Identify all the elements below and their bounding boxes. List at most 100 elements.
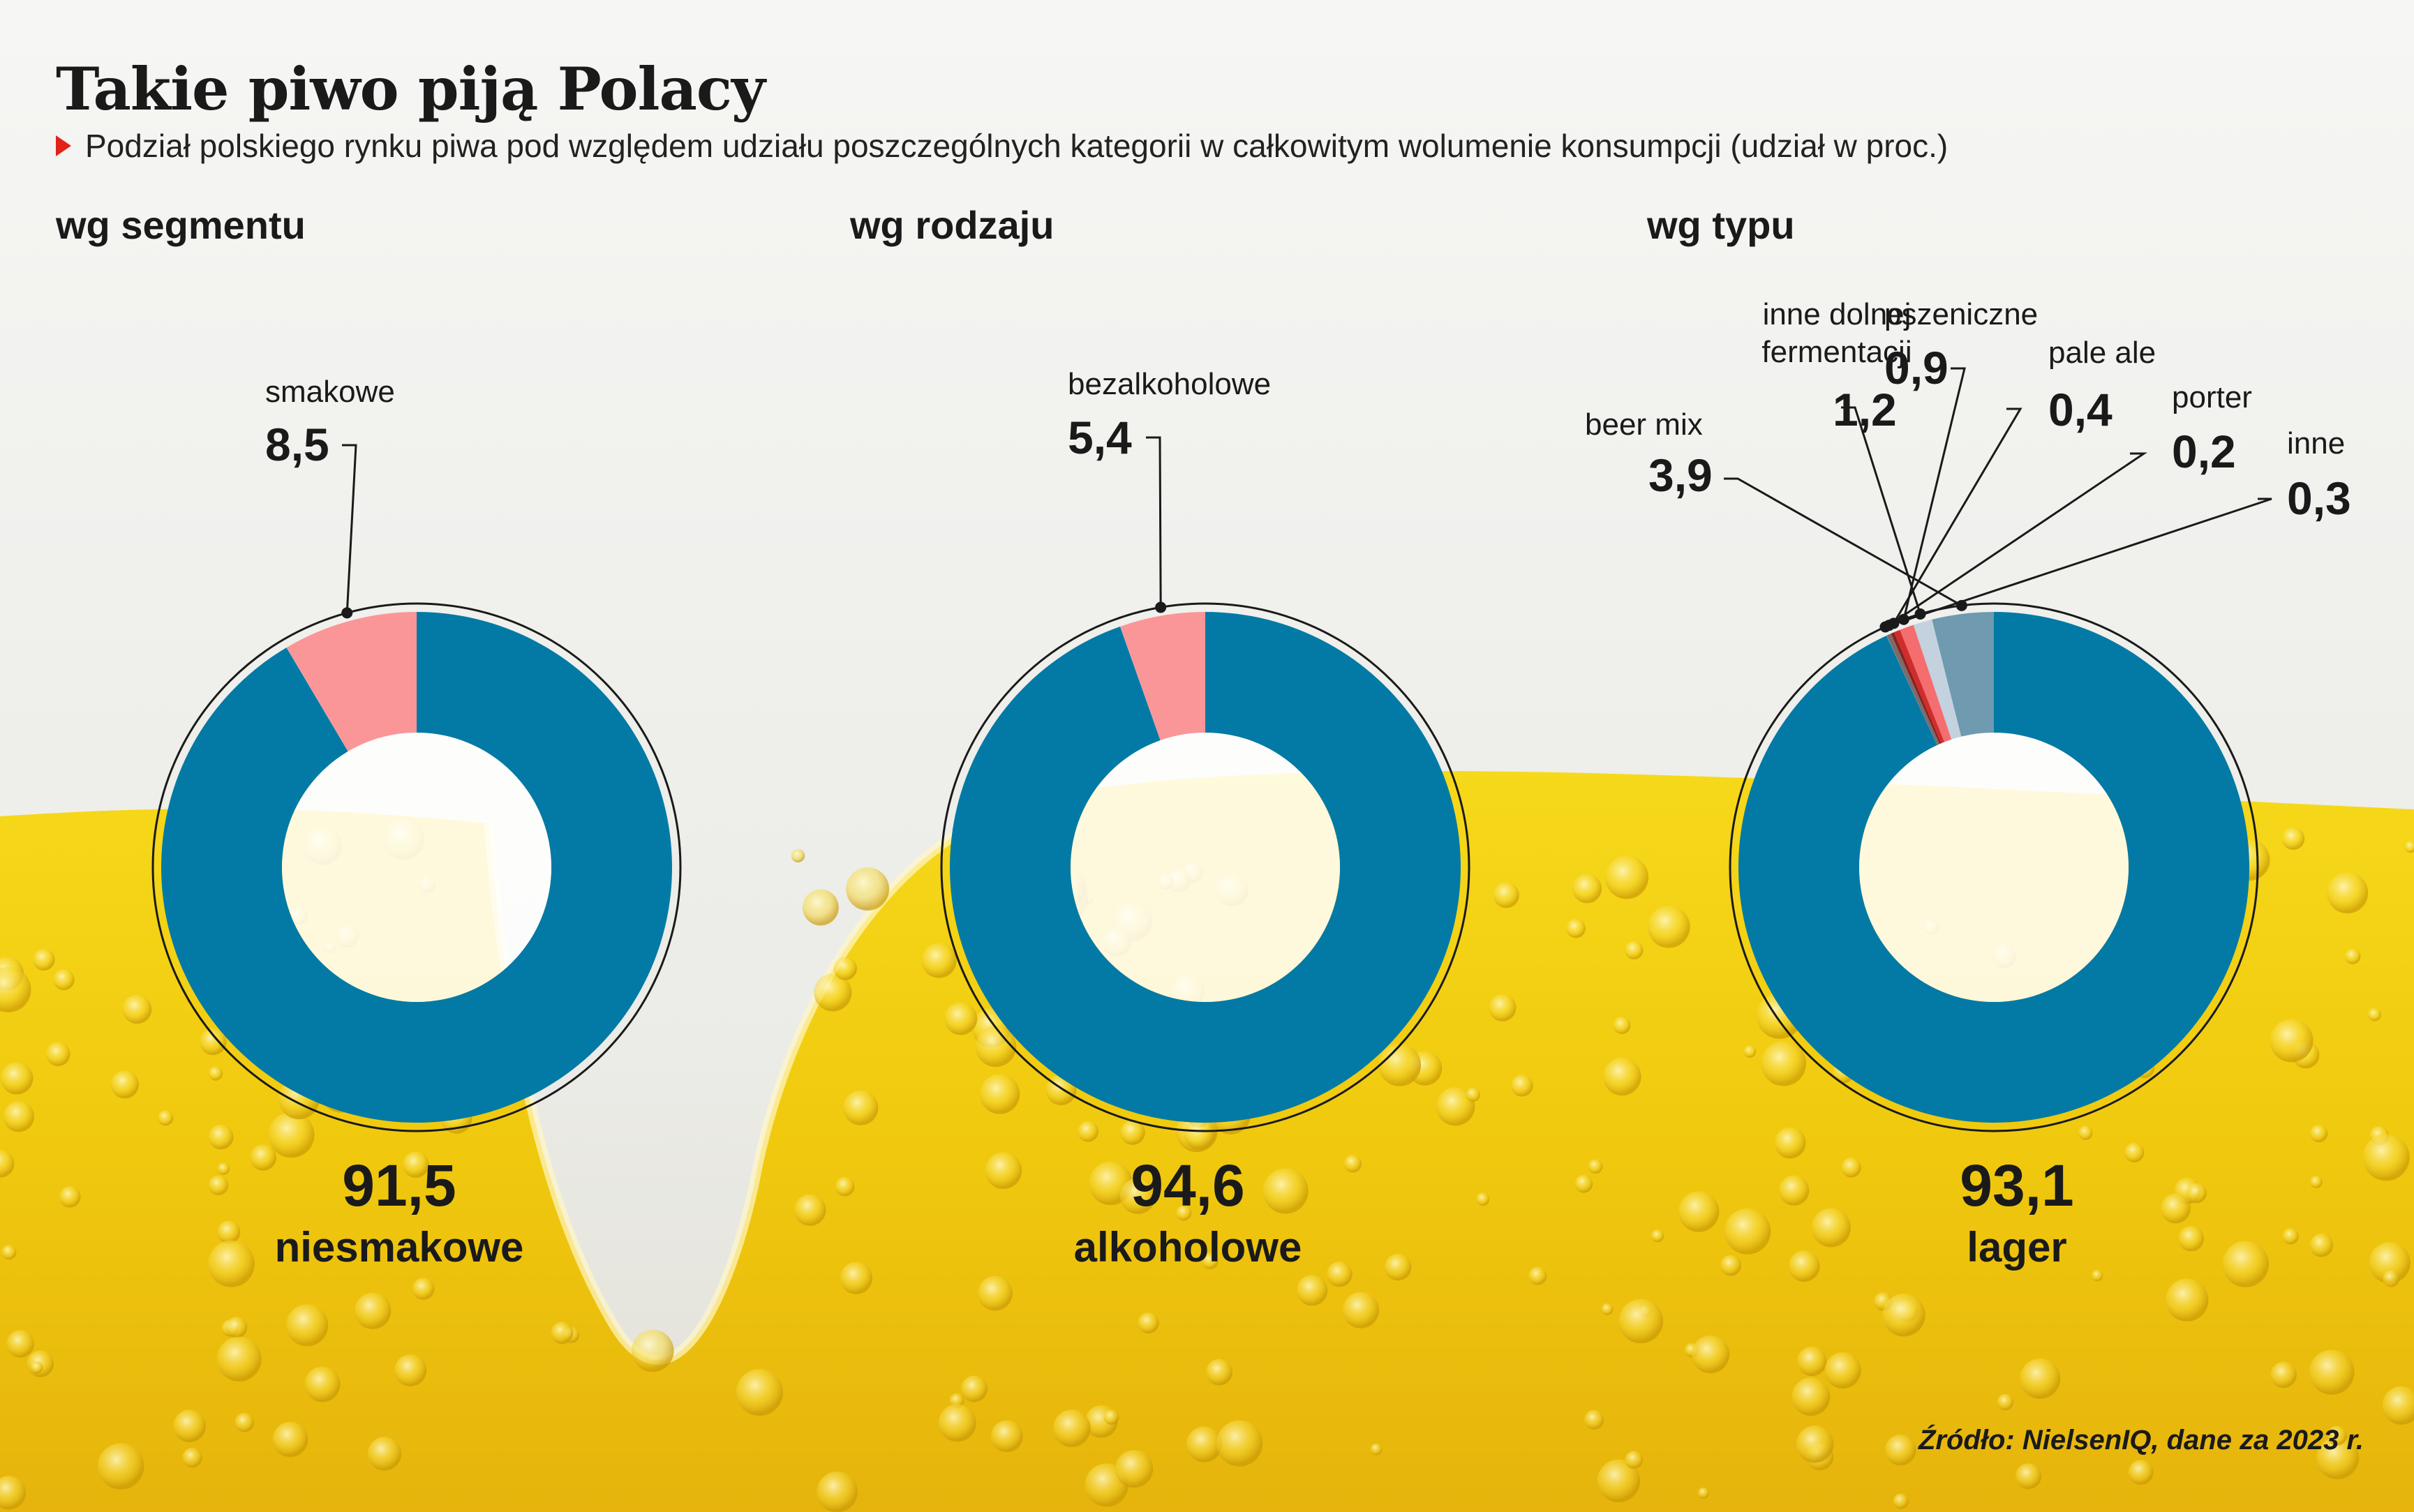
slice-name-label: porter: [2172, 380, 2252, 414]
bubble-decoration: [1774, 1127, 1806, 1159]
bubble-decoration: [975, 1026, 1017, 1068]
slice-porter: [1891, 632, 1942, 744]
main-value-label: 91,5: [342, 1153, 456, 1218]
bubble-decoration: [0, 1149, 15, 1178]
bubble-decoration: [250, 1144, 277, 1171]
bubble-decoration: [2270, 1019, 2314, 1063]
bubble-decoration: [217, 1220, 241, 1244]
bubble-decoration: [1788, 1250, 1820, 1282]
bubble-decoration: [843, 1090, 879, 1125]
bubble-decoration: [846, 867, 890, 911]
bubble-decoration: [1625, 941, 1644, 960]
slice-value-label: 8,5: [265, 419, 329, 470]
bubble-decoration: [1186, 1426, 1223, 1462]
bubble-decoration: [2316, 1437, 2360, 1480]
slice-inne-dolnej-fermentacji: [1913, 619, 1962, 740]
bubble-decoration: [1, 1062, 33, 1095]
triangle-bullet-icon: [56, 135, 71, 156]
slice-alkoholowe: [950, 612, 1461, 1123]
leader-line: [1724, 477, 1962, 607]
bubble-decoration: [1779, 1175, 1810, 1206]
slice-value-label: 0,3: [2287, 472, 2351, 524]
bubble-decoration: [835, 1176, 855, 1197]
bubble-decoration: [1206, 1358, 1232, 1386]
main-value-label: 94,6: [1131, 1153, 1245, 1218]
bubble-decoration: [2020, 1358, 2061, 1399]
bubble-decoration: [551, 1322, 574, 1345]
bubble-decoration: [98, 1443, 144, 1490]
bubble-decoration: [2345, 948, 2361, 964]
donut-outline: [940, 602, 1470, 1132]
bubble-decoration: [403, 1151, 429, 1178]
slice-pszeniczne: [1900, 624, 1952, 742]
bubble-decoration: [1597, 1459, 1641, 1503]
bubble-decoration: [200, 1028, 227, 1056]
bubble-decoration: [1796, 1425, 1834, 1463]
bubble-decoration: [173, 1409, 206, 1442]
bubble-decoration: [2186, 1183, 2207, 1204]
slice-name-label: bezalkoholowe: [1068, 367, 1271, 401]
chart-title-segment: wg segmentu: [56, 203, 306, 247]
slice-name-label: pale ale: [2048, 336, 2156, 370]
page-title: Takie piwo piją Polacy: [56, 54, 766, 123]
bubble-decoration: [1489, 994, 1517, 1021]
bubble-decoration: [1603, 1057, 1641, 1096]
bubble-decoration: [2404, 841, 2414, 853]
leader-line: [342, 444, 357, 613]
bubble-decoration: [1618, 1298, 1664, 1344]
bubble-decoration: [1466, 1087, 1480, 1102]
bubble-decoration: [938, 1404, 976, 1442]
bubble-decoration: [1528, 1266, 1547, 1285]
slice-bezalkoholowe: [1120, 612, 1205, 741]
slice-niesmakowe: [161, 612, 672, 1123]
bubble-decoration: [1103, 1409, 1119, 1425]
bubble-decoration: [59, 1186, 81, 1208]
bubble-decoration: [978, 1275, 1013, 1311]
bubble-decoration: [1997, 1393, 2014, 1411]
bubble-decoration: [1824, 1352, 1861, 1389]
bubble-decoration: [2310, 1124, 2328, 1143]
leader-line: [1884, 497, 2272, 628]
bubble-decoration: [985, 1152, 1022, 1189]
bubble-decoration: [1297, 1275, 1328, 1306]
bubble-decoration: [1184, 1118, 1216, 1150]
bubble-decoration: [991, 1420, 1023, 1453]
donut-hole: [282, 733, 551, 1002]
bubble-decoration: [814, 973, 852, 1012]
bubble-decoration: [1566, 918, 1586, 938]
bubble-decoration: [1370, 1443, 1383, 1455]
donut-hole: [1071, 733, 1340, 1002]
bubble-decoration: [122, 994, 152, 1024]
donut-chart-1: [940, 436, 1470, 1132]
bubble-decoration: [2124, 1142, 2145, 1162]
bubble-decoration: [31, 1361, 43, 1374]
bubble-decoration: [268, 1111, 315, 1158]
bubble-decoration: [2161, 1193, 2191, 1224]
bubble-decoration: [208, 1124, 234, 1150]
bubble-decoration: [412, 1278, 435, 1300]
source-note: Źródło: NielsenIQ, dane za 2023 r.: [1918, 1425, 2364, 1455]
bubble-decoration: [1378, 1044, 1422, 1086]
donut-hole: [1859, 733, 2129, 1002]
bubble-decoration: [1605, 855, 1648, 899]
bubble-decoration: [1216, 1420, 1263, 1467]
bubble-decoration: [1476, 1192, 1490, 1206]
bubble-decoration: [949, 1393, 964, 1408]
bubble-decoration: [2310, 1176, 2323, 1188]
main-name-label: lager: [1967, 1224, 2066, 1271]
bubble-decoration: [1761, 1041, 1806, 1086]
bubble-decoration: [1343, 1155, 1362, 1173]
bubble-decoration: [394, 1354, 427, 1386]
bubble-decoration: [2222, 1241, 2269, 1287]
bubble-decoration: [944, 1002, 978, 1035]
bubble-decoration: [1697, 1487, 1710, 1499]
donut-chart-0: [151, 444, 682, 1132]
bubble-decoration: [2178, 1225, 2204, 1252]
slice-name-label: beer mix: [1585, 407, 1703, 442]
bubble-decoration: [2309, 1349, 2355, 1395]
leader-line: [1902, 367, 1966, 620]
bubble-decoration: [2091, 1270, 2103, 1282]
slice-name-label: smakowe: [265, 375, 395, 409]
bubble-decoration: [1841, 1158, 1861, 1178]
